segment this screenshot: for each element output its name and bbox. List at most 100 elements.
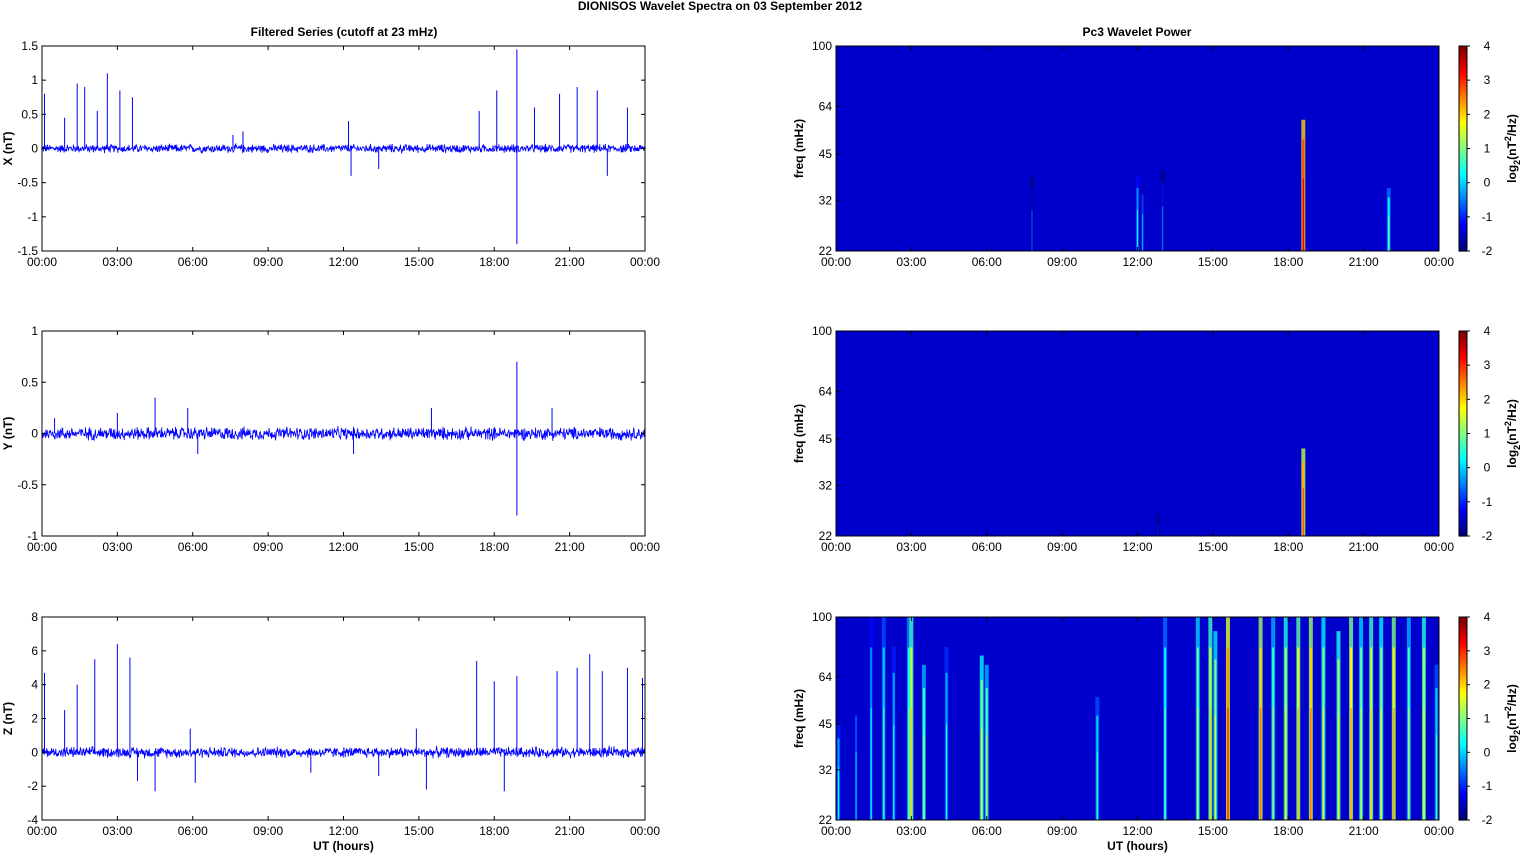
power-streak bbox=[891, 646, 896, 820]
colorbar-tick-label: -1 bbox=[1482, 495, 1493, 509]
x-tick-label: 18:00 bbox=[1273, 540, 1303, 554]
series-line bbox=[41, 426, 646, 442]
x-tick-label: 00:00 bbox=[1424, 255, 1454, 269]
x-tick-label: 21:00 bbox=[1349, 824, 1379, 838]
colorbar-label: log2(nT2/Hz) bbox=[1503, 114, 1522, 183]
power-streak bbox=[1434, 664, 1439, 820]
x-tick-label: 00:00 bbox=[821, 824, 851, 838]
colorbar-tick-label: -1 bbox=[1482, 779, 1493, 793]
power-streak bbox=[909, 617, 914, 820]
x-tick-label: 03:00 bbox=[102, 255, 132, 269]
y-tick-label: 32 bbox=[819, 478, 833, 492]
power-streak bbox=[869, 617, 874, 820]
colorbar-tick-label: 4 bbox=[1484, 610, 1491, 624]
power-streak bbox=[1283, 617, 1288, 820]
y-axis-label: freq (mHz) bbox=[792, 119, 806, 178]
y-axis-label: freq (mHz) bbox=[792, 689, 806, 748]
x-tick-label: 00:00 bbox=[821, 540, 851, 554]
power-streak bbox=[1421, 617, 1426, 820]
x-tick-label: 12:00 bbox=[328, 824, 358, 838]
x-tick-label: 00:00 bbox=[27, 255, 57, 269]
x-tick-label: 00:00 bbox=[27, 824, 57, 838]
x-tick-label: 21:00 bbox=[1349, 255, 1379, 269]
power-streak bbox=[1135, 177, 1140, 251]
y-tick-label: 64 bbox=[819, 384, 833, 398]
x-tick-label: 15:00 bbox=[1198, 540, 1228, 554]
y-tick-label: 64 bbox=[819, 670, 833, 684]
power-streak bbox=[1155, 513, 1160, 536]
power-streak bbox=[1386, 188, 1391, 251]
y-tick-label: 22 bbox=[819, 244, 833, 258]
power-streak bbox=[1406, 617, 1411, 820]
x-tick-label: 09:00 bbox=[1047, 824, 1077, 838]
power-streak bbox=[1208, 617, 1213, 820]
y-tick-label: -0.5 bbox=[17, 176, 38, 190]
power-streak bbox=[1029, 177, 1034, 251]
x-tick-label: 00:00 bbox=[630, 255, 660, 269]
x-tick-label: 00:00 bbox=[1424, 824, 1454, 838]
colorbar-label: log2(nT2/Hz) bbox=[1503, 399, 1522, 468]
power-streak bbox=[1140, 184, 1145, 251]
timeseries-axes-frame bbox=[41, 616, 646, 821]
colorbar bbox=[1459, 617, 1467, 821]
x-tick-label: 00:00 bbox=[821, 255, 851, 269]
power-streak bbox=[1095, 697, 1100, 820]
x-tick-label: 12:00 bbox=[328, 540, 358, 554]
y-tick-label: 1 bbox=[31, 324, 38, 338]
colorbar-tick-label: 0 bbox=[1484, 176, 1491, 190]
y-tick-label: 100 bbox=[812, 39, 832, 53]
colorbar-tick-label: 2 bbox=[1484, 107, 1491, 121]
x-tick-label: 15:00 bbox=[404, 540, 434, 554]
y-tick-label: 45 bbox=[819, 147, 833, 161]
y-tick-label: 0 bbox=[31, 745, 38, 759]
x-tick-label: 12:00 bbox=[328, 255, 358, 269]
y-tick-label: -1.5 bbox=[17, 244, 38, 258]
y-axis-label: Y (nT) bbox=[1, 417, 15, 451]
power-streak bbox=[854, 697, 859, 820]
colorbar-tick-label: 1 bbox=[1484, 427, 1491, 441]
y-tick-label: 45 bbox=[819, 717, 833, 731]
y-tick-label: 6 bbox=[31, 644, 38, 658]
series-line bbox=[41, 744, 646, 759]
power-streak bbox=[979, 655, 984, 820]
x-tick-label: 09:00 bbox=[253, 824, 283, 838]
colorbar-tick-label: 1 bbox=[1484, 142, 1491, 156]
power-streak bbox=[1296, 617, 1301, 820]
x-tick-label: 18:00 bbox=[1273, 824, 1303, 838]
colorbar-tick-label: -2 bbox=[1482, 529, 1493, 543]
y-axis-label: Z (nT) bbox=[1, 702, 15, 735]
y-tick-label: 45 bbox=[819, 432, 833, 446]
y-tick-label: 0 bbox=[31, 142, 38, 156]
colorbar bbox=[1459, 46, 1467, 252]
y-tick-label: 32 bbox=[819, 193, 833, 207]
power-streak bbox=[836, 724, 841, 820]
x-tick-label: 15:00 bbox=[1198, 255, 1228, 269]
y-axis-label: freq (mHz) bbox=[792, 404, 806, 463]
colorbar-tick-label: 1 bbox=[1484, 712, 1491, 726]
power-streak bbox=[1271, 617, 1276, 820]
x-tick-label: 15:00 bbox=[404, 824, 434, 838]
power-streak bbox=[1258, 617, 1263, 820]
y-tick-label: 22 bbox=[819, 529, 833, 543]
colorbar-label: log2(nT2/Hz) bbox=[1503, 684, 1522, 753]
right-column-title: Pc3 Wavelet Power bbox=[1083, 25, 1192, 39]
power-streak bbox=[1369, 617, 1374, 820]
x-tick-label: 03:00 bbox=[896, 255, 926, 269]
power-streak bbox=[984, 664, 989, 820]
power-streak bbox=[1301, 448, 1306, 536]
y-tick-label: 0.5 bbox=[21, 107, 38, 121]
power-streak bbox=[1160, 170, 1165, 251]
power-streak bbox=[1336, 631, 1341, 820]
colorbar-tick-label: -2 bbox=[1482, 813, 1493, 827]
power-streak bbox=[1163, 617, 1168, 820]
colorbar-tick-label: 0 bbox=[1484, 745, 1491, 759]
x-tick-label: 12:00 bbox=[1122, 255, 1152, 269]
x-tick-label: 12:00 bbox=[1122, 824, 1152, 838]
x-tick-label: 06:00 bbox=[178, 824, 208, 838]
power-streak bbox=[921, 664, 926, 820]
power-streak bbox=[881, 617, 886, 820]
x-tick-label: 00:00 bbox=[630, 824, 660, 838]
x-tick-label: 09:00 bbox=[1047, 540, 1077, 554]
left-column-title: Filtered Series (cutoff at 23 mHz) bbox=[251, 25, 438, 39]
